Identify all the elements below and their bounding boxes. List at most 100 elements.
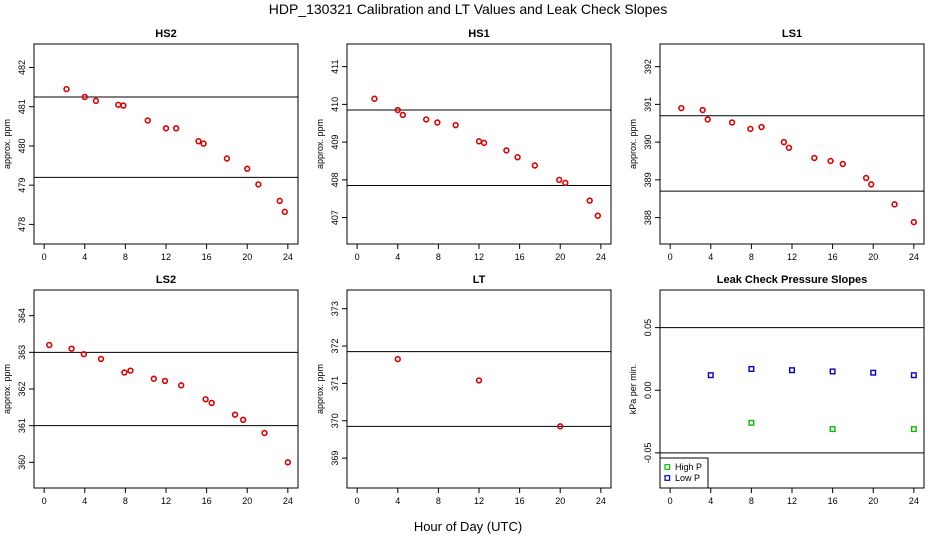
data-point [208,399,215,407]
data-point [144,117,151,124]
y-tick-label: 361 [17,418,27,433]
y-tick-label: 410 [330,97,340,112]
x-tick-label: 4 [395,252,400,262]
y-tick-label: 481 [17,99,27,114]
data-point [172,125,180,132]
data-point [870,369,877,376]
data-point [829,368,836,375]
data-point [514,154,521,161]
plot-frame [659,43,925,245]
x-tick-label: 12 [161,252,171,262]
data-point [284,459,292,466]
x-tick-label: 24 [596,496,606,506]
y-axis-label: kPa per min. [628,364,638,415]
data-point [780,138,788,146]
panel-title: LS1 [782,28,802,40]
data-point [867,181,875,188]
data-point [910,218,918,226]
data-point [748,419,755,426]
y-axis-label: approx. ppm [315,364,325,414]
panel-title: HS1 [468,28,489,40]
x-tick-label: 12 [787,496,797,506]
data-point [503,147,510,154]
data-point [161,377,169,385]
y-tick-label: 392 [643,59,653,74]
x-tick-label: 0 [355,252,360,262]
x-tick-label: 4 [395,496,400,506]
x-tick-label: 16 [515,496,525,506]
x-tick-label: 16 [515,252,525,262]
data-point [475,377,483,384]
data-point [839,160,846,168]
y-axis-label: approx. ppm [315,119,325,169]
data-point [707,372,714,379]
x-tick-label: 0 [668,496,673,506]
data-point [423,116,430,123]
data-point [747,125,754,133]
data-point [910,372,917,379]
legend-marker [664,464,671,470]
data-point [594,212,601,219]
y-tick-label: 364 [17,308,27,323]
data-point [202,396,209,403]
data-point [394,355,401,363]
x-tick-label: 8 [436,496,441,506]
y-axis-label: approx. ppm [2,119,12,169]
x-tick-label: 0 [668,252,673,262]
panel-hs2: HS2 0 4 8 12 16 20 24 478 479 480 481 482 approx. ppm [2,28,299,262]
data-point [399,111,407,119]
y-tick-label: 479 [17,178,27,193]
panel-title: LT [473,274,486,286]
x-tick-label: 4 [708,496,713,506]
panel-title: HS2 [155,28,176,40]
data-point [862,174,870,182]
x-tick-label: 4 [82,252,87,262]
y-tick-label: 389 [643,172,653,187]
data-point [475,138,483,145]
x-tick-label: 16 [202,252,212,262]
data-point [827,157,834,165]
x-tick-label: 24 [283,496,293,506]
x-tick-label: 8 [436,252,441,262]
data-point [562,179,569,187]
x-tick-label: 24 [909,252,919,262]
y-tick-label: 0.05 [643,319,653,337]
data-point [195,138,202,145]
data-point [223,155,231,162]
plot-frame [33,289,299,489]
data-point [891,201,898,208]
x-tick-label: 8 [749,496,754,506]
y-tick-label: 369 [330,451,340,466]
data-point [244,165,251,172]
data-point [557,423,564,430]
y-axis-label: approx. ppm [628,119,638,169]
panel-ls2: LS2 0 4 8 12 16 20 24 360 361 362 363 364 approx. ppm [2,274,299,506]
panel-hs1: HS1 0 4 8 12 16 20 24 407 408 409 410 411 approx. ppm [315,28,612,262]
x-tick-label: 12 [474,252,484,262]
data-point [127,367,134,374]
data-point [480,139,488,147]
x-tick-label: 24 [909,496,919,506]
x-tick-label: 12 [161,496,171,506]
legend-marker [664,475,671,481]
x-tick-label: 24 [596,252,606,262]
x-tick-label: 20 [242,496,252,506]
data-point [748,365,755,372]
y-axis-label: approx. ppm [2,364,12,414]
x-tick-label: 24 [283,252,293,262]
y-tick-label: 373 [330,301,340,316]
plot-frame [346,289,612,489]
data-point [434,119,441,126]
data-point [162,125,170,132]
y-tick-label: 0.00 [643,381,653,399]
legend-box [659,457,709,489]
y-tick-label: 407 [330,210,340,225]
panel-lt: LT 0 4 8 12 16 20 24 369 370 371 372 373 approx. ppm [315,274,612,506]
panel-leak-check-pressure-slopes: Leak Check Pressure Slopes 0 4 8 12 16 20 24 -0.… [628,274,925,506]
x-tick-label: 8 [123,252,128,262]
y-tick-label: 371 [330,376,340,391]
x-tick-label: 0 [42,496,47,506]
x-tick-label: 0 [355,496,360,506]
